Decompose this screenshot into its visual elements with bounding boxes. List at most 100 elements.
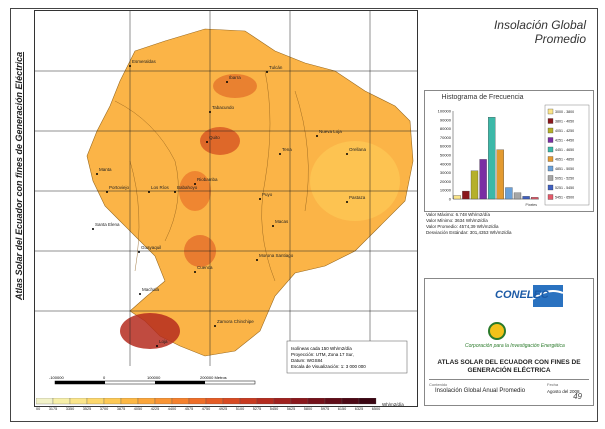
legend-swatch — [290, 398, 309, 405]
cie-logo-icon — [488, 322, 506, 340]
hist-bar — [488, 117, 496, 200]
histogram-title: Histograma de Frecuencia — [441, 94, 524, 101]
hist-legend-label: 4651 - 4850 — [555, 158, 574, 162]
city-label: Orellana — [349, 147, 367, 152]
stat-min: Valor Mínimo: 3634 Wh/m2/día — [426, 218, 488, 223]
stat-max: Valor Máximo: 6.748 Wh/m2/día — [426, 212, 490, 217]
city-marker — [129, 65, 131, 67]
map-title: Insolación Global Promedio — [493, 18, 586, 46]
hist-y-tick-label: 30000 — [440, 170, 452, 175]
hist-legend-swatch — [547, 156, 554, 162]
org-name: Corporación para la Investigación Energé… — [465, 343, 565, 349]
legend-unit: Wh/m2/día — [382, 402, 404, 407]
city-marker — [209, 111, 211, 113]
hist-y-tick-label: 10000 — [440, 188, 452, 193]
legend-swatch — [36, 398, 54, 405]
city-marker — [259, 198, 261, 200]
legend-swatch — [86, 398, 105, 405]
city-marker — [316, 135, 318, 137]
city-label: Quito — [209, 135, 220, 140]
fecha-label: Fecha — [547, 382, 559, 387]
hist-legend-swatch — [547, 175, 554, 181]
city-marker — [92, 228, 94, 230]
hist-legend-label: 5251 - 5450 — [555, 186, 574, 190]
hist-y-tick-label: 80000 — [440, 126, 452, 131]
city-marker — [139, 293, 141, 295]
city-label: Machala — [142, 287, 160, 292]
hist-legend-swatch — [547, 108, 554, 115]
legend-swatch — [103, 398, 122, 405]
map-grid — [35, 11, 417, 366]
legend-swatch — [239, 398, 258, 405]
legend-swatch — [273, 398, 292, 405]
legend-tick-label: 4050 — [134, 407, 142, 411]
hist-legend-label: 5051 - 5250 — [555, 177, 574, 181]
hist-bar — [531, 197, 539, 200]
hist-y-tick-label: 60000 — [440, 144, 452, 149]
legend-swatch — [171, 398, 190, 405]
legend-tick-label: 3700 — [100, 407, 108, 411]
city-label: Tabacundo — [212, 105, 235, 110]
legend-swatch — [222, 398, 241, 405]
contour-line — [114, 100, 179, 242]
logo-panel: CONELEC Corporación para la Investigació… — [424, 278, 594, 406]
color-legend: 3000 3175 3350 3525 3700 3875 4050 4225 4400 4575… — [36, 398, 404, 411]
stat-mean: Valor Promedio: 4574,39 Wh/m2/día — [426, 224, 499, 229]
city-marker — [346, 153, 348, 155]
hist-legend-label: 4051 - 4250 — [555, 129, 574, 133]
hist-bar — [453, 195, 461, 200]
hist-y-tick-label: 40000 — [440, 161, 452, 166]
hist-legend-label: 3801 - 4050 — [555, 120, 574, 124]
city-marker — [138, 251, 140, 253]
hist-legend-swatch — [547, 137, 554, 143]
city-label: Puyo — [262, 192, 273, 197]
legend-tick-label: 4400 — [168, 407, 176, 411]
info-row: Contenido Insolación Global Anual Promed… — [429, 379, 589, 400]
ecuador-land — [86, 28, 414, 357]
right-panel: Insolación Global Promedio Histograma de… — [422, 10, 594, 406]
hist-legend-label: 3000 - 3800 — [555, 110, 574, 114]
hist-y-tick-label: 0 — [449, 197, 452, 202]
hist-bar — [496, 149, 504, 200]
contenido-label: Contenido — [429, 382, 448, 387]
city-label: Pastaza — [349, 195, 366, 200]
map-note-line: Datum: WGS84 — [291, 358, 323, 363]
scale-bar-segment — [55, 381, 105, 384]
legend-swatch — [341, 398, 360, 405]
legend-swatch — [52, 398, 71, 405]
hist-legend-swatch — [547, 127, 554, 134]
legend-swatch — [154, 398, 173, 405]
legend-tick-label: 3175 — [49, 407, 57, 411]
city-label: Manta — [99, 167, 112, 172]
contour-line — [129, 160, 140, 272]
city-marker — [206, 141, 208, 143]
hist-bar — [505, 187, 513, 200]
legend-tick-label: 5625 — [287, 407, 295, 411]
hist-legend-label: 4451 - 4650 — [555, 148, 574, 152]
hotspot-ibarra — [213, 74, 257, 98]
city-label: Tulcán — [269, 65, 283, 70]
map-note-line: Escala de Visualización: 1: 3 000 000 — [291, 364, 366, 369]
legend-tick-label: 6150 — [338, 407, 346, 411]
city-marker — [272, 225, 274, 227]
page-number: 49 — [573, 392, 582, 401]
legend-tick-label: 3350 — [66, 407, 74, 411]
map-panel: Esmeraldas Ibarra Quito Tulcán Tabacundo Mant… — [34, 10, 418, 407]
scale-label: 200000 Metros — [200, 375, 227, 380]
city-label: Riobamba — [197, 177, 218, 182]
legend-tick-label: 4925 — [219, 407, 227, 411]
stat-stddev: Desviación Estándar: 301,4353 Wh/m2/día — [426, 230, 512, 235]
legend-tick-label: 5975 — [321, 407, 329, 411]
city-marker — [256, 259, 258, 261]
city-marker — [214, 325, 216, 327]
hist-legend-swatch — [547, 165, 554, 172]
legend-tick-label: 5800 — [304, 407, 312, 411]
legend-tick-label: 4575 — [185, 407, 193, 411]
ecuador-map: Esmeraldas Ibarra Quito Tulcán Tabacundo Mant… — [35, 11, 417, 385]
hist-y-tick-label: 100000 — [438, 109, 452, 114]
hist-bar — [479, 159, 487, 200]
legend-tick-label: 3000 — [36, 407, 40, 411]
stats-block: Valor Máximo: 6.748 Wh/m2/día Valor Míni… — [426, 212, 512, 236]
scale-label: -100000 — [49, 375, 64, 380]
city-marker — [226, 81, 228, 83]
